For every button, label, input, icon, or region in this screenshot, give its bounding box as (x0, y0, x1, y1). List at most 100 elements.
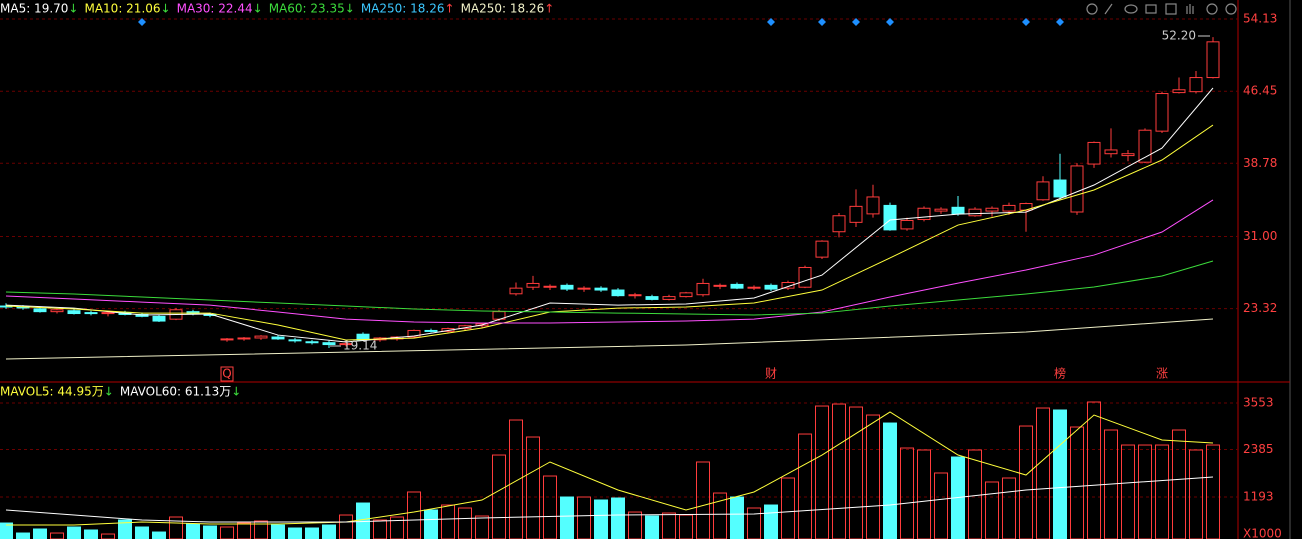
candle-body (577, 287, 591, 290)
volume-bar (509, 419, 523, 539)
candle-body (1087, 141, 1101, 165)
volume-bar (900, 447, 914, 539)
y-tick-label: 38.78 (1243, 156, 1277, 170)
candle-body (985, 207, 999, 212)
tool-icon[interactable] (1206, 3, 1218, 15)
volume-bar (560, 496, 574, 539)
tool-icon[interactable] (1225, 3, 1237, 15)
volume-bar (1053, 409, 1067, 539)
candle-body (1189, 77, 1203, 93)
y-tick-label: 1193 (1243, 490, 1274, 504)
candle-body (815, 240, 829, 258)
legend-entry: MA5: 19.70 (0, 2, 68, 16)
tool-icon[interactable] (1086, 3, 1098, 15)
tool-icon[interactable] (1124, 4, 1138, 14)
event-diamond (1056, 18, 1064, 26)
legend-entry: MAVOL60: 61.13万 (120, 385, 231, 399)
volume-bar (849, 406, 863, 539)
volume-bar (271, 524, 285, 539)
volume-bar (645, 515, 659, 539)
volume-bar (84, 529, 98, 539)
candle-body (1104, 149, 1118, 155)
event-diamond (886, 18, 894, 26)
volume-bar (16, 532, 30, 539)
toolbar (1086, 3, 1237, 15)
tool-icon[interactable] (1186, 4, 1194, 14)
candle-body (407, 329, 421, 338)
volume-bar (1121, 444, 1135, 539)
event-label: 榜 (1054, 366, 1066, 381)
volume-bar (1070, 426, 1084, 539)
candle-body (543, 285, 557, 288)
volume-bar (1036, 407, 1050, 539)
ma-line (5, 124, 1214, 341)
volume-bar (67, 526, 81, 539)
candle-body (509, 287, 523, 295)
volume-bar (50, 532, 64, 539)
y-tick-label: 23.32 (1243, 301, 1277, 315)
low-label: 19.14 (343, 339, 377, 353)
candle-body (883, 204, 897, 231)
volume-bar (883, 422, 897, 539)
candle-body (254, 335, 268, 339)
y-tick-label: 54.13 (1243, 11, 1277, 25)
candle-body (832, 215, 846, 233)
event-label: Q (222, 367, 231, 381)
event-diamond (852, 18, 860, 26)
candle-body (781, 282, 795, 289)
candle-body (1172, 89, 1186, 94)
event-diamond (818, 18, 826, 26)
legend-arrow: ↓ (345, 2, 355, 16)
tool-icon[interactable] (1165, 3, 1177, 15)
candle-body (50, 309, 64, 313)
candle-body (747, 286, 761, 289)
candle-body (611, 289, 625, 297)
candle-body (662, 296, 676, 300)
legend-arrow: ↓ (231, 385, 241, 399)
event-diamond (1022, 18, 1030, 26)
candle-body (152, 315, 166, 322)
volume-bar (764, 504, 778, 539)
volume-bar (135, 526, 149, 539)
candle-body (679, 292, 693, 298)
tool-icon[interactable] (1104, 3, 1113, 15)
legend-arrow: ↓ (104, 385, 114, 399)
volume-bar (1087, 401, 1101, 539)
candle-body (594, 287, 608, 291)
event-diamond (767, 18, 775, 26)
volume-bar (424, 509, 438, 539)
volume-bar (186, 523, 200, 539)
legend-arrow: ↓ (161, 2, 171, 16)
candle-body (305, 341, 319, 344)
candle-body (288, 339, 302, 342)
volume-bar (1155, 444, 1169, 539)
ma-line (5, 199, 1214, 324)
legend-entry: MAVOL5: 44.95万 (0, 385, 104, 399)
legend-entry: MA60: 23.35 (269, 2, 345, 16)
high-label: 52.20 (1162, 29, 1196, 43)
candle-body (322, 342, 336, 346)
unit-label: X1000 (1243, 527, 1282, 539)
volume-bar (1138, 444, 1152, 539)
volume-bar (254, 520, 268, 539)
volume-bar (373, 519, 387, 539)
event-label: 涨 (1156, 366, 1168, 381)
legend-arrow: ↑ (544, 2, 554, 16)
candle-body (1053, 179, 1067, 198)
candle-body (1155, 93, 1169, 132)
volume-bar (577, 496, 591, 539)
legend-entry: MA250: 18.26 (461, 2, 545, 16)
volume-bar (288, 527, 302, 539)
tool-icon[interactable] (1145, 4, 1157, 14)
candle-body (1138, 129, 1152, 163)
volume-bar (152, 531, 166, 539)
candle-body (798, 266, 812, 288)
candle-body (1036, 181, 1050, 201)
candle-body (101, 312, 115, 315)
volume-bar (696, 461, 710, 539)
candle-body (33, 308, 47, 313)
ma-line (5, 318, 1214, 360)
ma-line (5, 260, 1214, 316)
